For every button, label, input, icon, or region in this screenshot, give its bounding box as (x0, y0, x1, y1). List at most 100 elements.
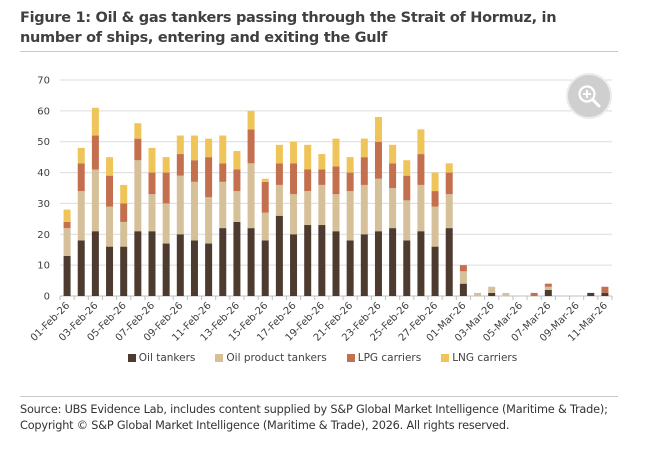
bar-segment-lng-carriers (445, 163, 453, 173)
legend-label: Oil tankers (138, 352, 196, 364)
title-divider (20, 51, 618, 52)
bar-segment-oil-product-tankers (445, 194, 453, 229)
bar-segment-oil-product-tankers (148, 194, 156, 232)
bar-segment-lpg-carriers (346, 172, 354, 192)
bar-segment-oil-product-tankers (304, 191, 312, 226)
bar-segment-lng-carriers (91, 107, 99, 136)
bar-segment-oil-product-tankers (502, 292, 510, 296)
bar-segment-lpg-carriers (304, 169, 312, 192)
y-tick-label: 60 (37, 106, 50, 117)
bar-segment-oil-tankers (190, 240, 198, 296)
y-tick-label: 50 (37, 137, 50, 148)
bar-segment-oil-tankers (77, 240, 85, 296)
bar-segment-oil-product-tankers (417, 184, 425, 232)
bar-segment-lpg-carriers (233, 169, 241, 192)
bar-segment-lng-carriers (77, 147, 85, 164)
bar-segment-oil-tankers (403, 240, 411, 296)
bar-segment-oil-tankers (120, 246, 128, 296)
bar-segment-lng-carriers (332, 138, 340, 167)
figure-title: Figure 1: Oil & gas tankers passing thro… (20, 10, 557, 46)
bar-segment-lpg-carriers (601, 286, 609, 293)
bar-segment-lpg-carriers (290, 163, 298, 195)
bar-segment-lpg-carriers (530, 292, 538, 296)
bar-segment-oil-product-tankers (162, 203, 170, 244)
bar-segment-oil-product-tankers (275, 184, 283, 216)
y-tick-label: 40 (37, 168, 50, 179)
bar-segment-oil-tankers (134, 231, 142, 296)
magnifier-plus-icon (578, 85, 601, 108)
bar-segment-oil-tankers (346, 240, 354, 296)
bar-segment-lng-carriers (205, 138, 213, 158)
bar-segment-lpg-carriers (63, 221, 71, 229)
bar-segment-lng-carriers (233, 150, 241, 170)
bar-segment-oil-product-tankers (332, 194, 340, 232)
bar-segment-oil-product-tankers (205, 197, 213, 244)
bar-segment-oil-tankers (148, 231, 156, 296)
bar-segment-oil-tankers (275, 215, 283, 296)
bar-segment-lng-carriers (403, 160, 411, 176)
bar-segment-lng-carriers (261, 178, 269, 182)
bar-segment-oil-product-tankers (360, 184, 368, 235)
y-tick-label: 10 (37, 261, 50, 272)
bar-segment-lng-carriers (374, 117, 382, 142)
bar-segment-lpg-carriers (459, 265, 467, 272)
bar-segment-oil-product-tankers (106, 206, 114, 247)
bar-segment-oil-tankers (431, 246, 439, 296)
bar-segment-lpg-carriers (417, 154, 425, 185)
bar-segment-oil-tankers (318, 225, 326, 296)
bar-segment-oil-product-tankers (247, 163, 255, 229)
bar-segment-lng-carriers (360, 138, 368, 158)
bar-segment-lng-carriers (162, 157, 170, 173)
bar-segment-oil-product-tankers (431, 206, 439, 247)
bar-segment-oil-product-tankers (176, 175, 184, 235)
bar-segment-lng-carriers (106, 157, 114, 176)
bar-segment-lng-carriers (417, 129, 425, 155)
bar-segment-oil-product-tankers (459, 271, 467, 284)
bar-segment-oil-product-tankers (91, 169, 99, 232)
bar-segment-lng-carriers (275, 144, 283, 164)
bar-segment-oil-product-tankers (403, 200, 411, 241)
bar-segment-lpg-carriers (360, 157, 368, 185)
bar-segment-lpg-carriers (120, 203, 128, 222)
bar-segment-oil-product-tankers (474, 292, 482, 296)
bar-segment-lpg-carriers (431, 191, 439, 207)
bar-segment-oil-product-tankers (261, 212, 269, 241)
bar-segment-oil-tankers (544, 289, 552, 296)
legend-swatch (127, 354, 136, 362)
bar-segment-oil-tankers (332, 231, 340, 296)
bar-segment-oil-tankers (162, 243, 170, 296)
bar-segment-lpg-carriers (275, 163, 283, 185)
bar-segment-lpg-carriers (261, 181, 269, 213)
bar-segment-lpg-carriers (332, 166, 340, 195)
bar-segment-lng-carriers (63, 209, 71, 222)
bar-segment-lpg-carriers (403, 175, 411, 201)
bar-segment-lng-carriers (219, 135, 227, 164)
bar-segment-lng-carriers (389, 144, 397, 164)
bar-segment-oil-product-tankers (346, 191, 354, 241)
bar-segment-oil-product-tankers (219, 181, 227, 229)
bar-segment-oil-tankers (290, 234, 298, 296)
bar-segment-oil-tankers (205, 243, 213, 296)
bar-segment-lng-carriers (120, 184, 128, 204)
source-divider (20, 396, 618, 397)
legend-label: LNG carriers (452, 352, 518, 364)
y-tick-label: 30 (37, 199, 50, 210)
y-tick-label: 70 (37, 76, 50, 87)
bar-segment-oil-tankers (587, 292, 595, 296)
source-note: Source: UBS Evidence Lab, includes conte… (20, 403, 608, 432)
bar-segment-lng-carriers (190, 135, 198, 161)
bar-segment-oil-tankers (417, 231, 425, 296)
legend-swatch (441, 354, 450, 362)
bar-segment-lpg-carriers (544, 283, 552, 287)
bar-segment-oil-tankers (601, 292, 609, 296)
bar-segment-lpg-carriers (148, 172, 156, 195)
bar-segment-oil-tankers (304, 225, 312, 296)
bar-segment-lpg-carriers (205, 157, 213, 198)
bar-segment-lng-carriers (431, 172, 439, 192)
bar-segment-lng-carriers (134, 123, 142, 139)
bar-segment-lpg-carriers (77, 163, 85, 192)
bar-segment-oil-tankers (91, 231, 99, 296)
zoom-button[interactable] (566, 73, 612, 119)
bar-segment-oil-product-tankers (389, 188, 397, 229)
bar-segment-oil-tankers (459, 283, 467, 296)
